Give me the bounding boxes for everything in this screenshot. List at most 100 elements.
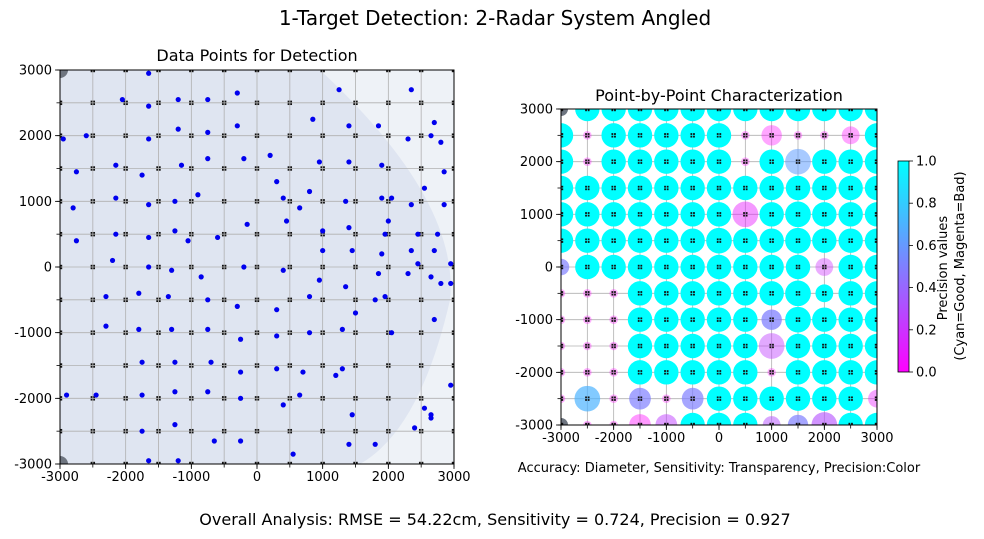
- grid-point-dot: [191, 199, 194, 201]
- grid-point-dot: [743, 241, 745, 243]
- grid-point-dot: [287, 264, 290, 267]
- grid-point-dot: [666, 214, 669, 217]
- grid-point-dot: [664, 396, 666, 399]
- overall-analysis-footer: Overall Analysis: RMSE = 54.22cm, Sensit…: [199, 510, 790, 529]
- grid-point-dot: [60, 231, 63, 234]
- grid-point-dot: [191, 396, 194, 398]
- grid-point-dot: [353, 333, 356, 335]
- grid-point-dot: [257, 168, 260, 171]
- grid-point-dot: [60, 297, 63, 300]
- grid-point-dot: [877, 133, 879, 135]
- grid-point-dot: [90, 136, 93, 138]
- grid-point-dot: [795, 293, 798, 296]
- grid-point-marker: [189, 330, 194, 335]
- grid-point-dot: [745, 346, 748, 349]
- grid-point-dot: [355, 428, 358, 431]
- grid-point-marker: [451, 297, 454, 303]
- grid-point-marker: [386, 363, 391, 368]
- grid-point-dot: [191, 297, 194, 300]
- grid-point-marker: [795, 317, 801, 322]
- grid-point-dot: [693, 320, 695, 322]
- detection-point: [244, 221, 250, 227]
- grid-point-dot: [693, 293, 695, 296]
- grid-point-dot: [58, 462, 60, 464]
- characterization-circle: [864, 307, 877, 332]
- grid-point-marker: [795, 185, 801, 191]
- grid-point-dot: [795, 343, 798, 346]
- grid-point-dot: [795, 320, 798, 322]
- grid-point-marker: [451, 363, 454, 368]
- grid-point-dot: [848, 159, 851, 162]
- grid-point-dot: [611, 291, 614, 293]
- grid-point-dot: [874, 238, 877, 241]
- grid-point-dot: [290, 330, 293, 333]
- grid-point-marker: [353, 133, 358, 138]
- grid-point-dot: [874, 320, 877, 322]
- grid-point-dot: [559, 186, 561, 188]
- grid-point-dot: [559, 346, 561, 348]
- grid-point-dot: [769, 185, 772, 188]
- grid-point-marker: [637, 185, 643, 191]
- grid-point-dot: [769, 264, 772, 267]
- grid-point-marker: [221, 100, 227, 106]
- grid-point-dot: [769, 188, 772, 191]
- x-tick-label: 3000: [437, 470, 470, 485]
- grid-point-marker: [769, 343, 774, 349]
- grid-point-dot: [191, 100, 194, 103]
- detection-point: [405, 136, 411, 142]
- grid-point-dot: [666, 346, 669, 349]
- grid-point-dot: [156, 199, 159, 201]
- x-tick-label: 1000: [755, 431, 788, 446]
- grid-point-marker: [123, 231, 128, 237]
- grid-point-dot: [158, 363, 161, 366]
- grid-point-dot: [257, 136, 260, 138]
- characterization-circle: [838, 254, 863, 280]
- grid-point-marker: [451, 199, 454, 204]
- grid-point-dot: [614, 317, 616, 320]
- grid-point-dot: [156, 363, 159, 366]
- grid-point-dot: [93, 168, 96, 171]
- grid-point-dot: [323, 70, 325, 73]
- grid-point-marker: [156, 264, 161, 270]
- grid-point-dot: [189, 234, 191, 237]
- grid-point-dot: [719, 212, 722, 214]
- grid-point-marker: [60, 428, 63, 434]
- grid-point-marker: [353, 461, 358, 464]
- grid-point-dot: [587, 238, 590, 241]
- characterization-circle: [575, 228, 600, 253]
- grid-point-marker: [418, 363, 424, 368]
- characterization-circle: [838, 412, 863, 425]
- grid-point-dot: [719, 107, 721, 109]
- grid-point-marker: [123, 100, 128, 106]
- characterization-circle: [761, 125, 782, 146]
- grid-point-marker: [418, 68, 424, 73]
- grid-point-dot: [638, 425, 640, 427]
- characterization-circle: [654, 228, 679, 253]
- grid-point-dot: [561, 133, 564, 135]
- grid-point-dot: [290, 300, 293, 303]
- grid-point-dot: [745, 214, 748, 217]
- grid-point-marker: [743, 396, 748, 401]
- grid-point-dot: [422, 68, 424, 70]
- grid-point-marker: [418, 330, 424, 335]
- grid-point-dot: [320, 234, 323, 237]
- grid-point-dot: [189, 363, 191, 366]
- radar-icon: [60, 70, 68, 78]
- grid-point-dot: [745, 320, 748, 322]
- grid-point-dot: [769, 346, 772, 349]
- grid-point-dot: [640, 293, 643, 296]
- grid-point-dot: [353, 68, 355, 70]
- grid-point-dot: [418, 333, 421, 335]
- grid-point-dot: [824, 133, 827, 135]
- grid-point-dot: [666, 320, 669, 322]
- grid-point-dot: [353, 136, 356, 138]
- grid-point-dot: [745, 399, 748, 401]
- grid-point-dot: [90, 168, 93, 171]
- grid-point-dot: [255, 68, 257, 70]
- grid-point-dot: [822, 370, 824, 372]
- detection-point: [63, 392, 70, 398]
- grid-point-dot: [353, 199, 356, 201]
- grid-point-dot: [769, 422, 772, 425]
- grid-point-dot: [798, 399, 801, 401]
